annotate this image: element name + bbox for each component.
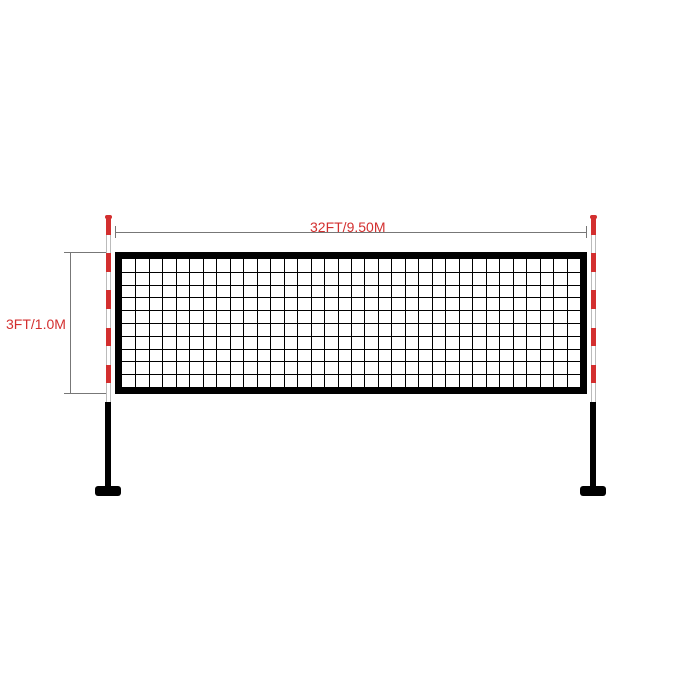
antenna-segment [106, 383, 111, 402]
antenna-segment [591, 290, 596, 309]
height-dimension-tick-bottom [64, 393, 106, 394]
volleyball-net [115, 252, 587, 394]
net-grid-line-h [122, 272, 580, 273]
antenna-segment [106, 290, 111, 309]
height-dimension-label: 3FT/1.0M [6, 316, 66, 332]
net-grid-line-h [122, 349, 580, 350]
antenna-segment [591, 272, 596, 291]
width-dimension-tick-left [115, 226, 116, 238]
antenna-segment [106, 235, 111, 254]
pole-right-foot [580, 486, 606, 496]
antenna-segment [106, 253, 111, 272]
height-dimension-line [70, 252, 71, 394]
net-mesh [122, 259, 580, 387]
antenna-segment [106, 272, 111, 291]
antenna-segment [591, 216, 596, 235]
antenna-segment [591, 253, 596, 272]
antenna-segment [591, 328, 596, 347]
antenna-segment [106, 346, 111, 365]
width-dimension-label: 32FT/9.50M [310, 219, 385, 235]
net-grid-line-h [122, 336, 580, 337]
net-grid-line-h [122, 310, 580, 311]
antenna-segment [591, 383, 596, 402]
net-grid-line-h [122, 297, 580, 298]
net-grid-line-h [122, 285, 580, 286]
antenna-right [591, 216, 596, 402]
pole-left [105, 402, 111, 490]
antenna-left [106, 216, 111, 402]
width-dimension-tick-right [586, 226, 587, 238]
antenna-segment [106, 309, 111, 328]
diagram-stage: 32FT/9.50M 3FT/1.0M [0, 0, 700, 700]
net-grid-line-h [122, 323, 580, 324]
antenna-segment [591, 309, 596, 328]
antenna-segment [591, 346, 596, 365]
pole-left-foot [95, 486, 121, 496]
height-dimension-tick-top [64, 252, 106, 253]
antenna-segment [106, 216, 111, 235]
antenna-segment [106, 365, 111, 384]
net-grid-line-h [122, 374, 580, 375]
antenna-segment [591, 365, 596, 384]
antenna-segment [591, 235, 596, 254]
pole-right [590, 402, 596, 490]
antenna-segment [106, 328, 111, 347]
net-grid-line-h [122, 361, 580, 362]
